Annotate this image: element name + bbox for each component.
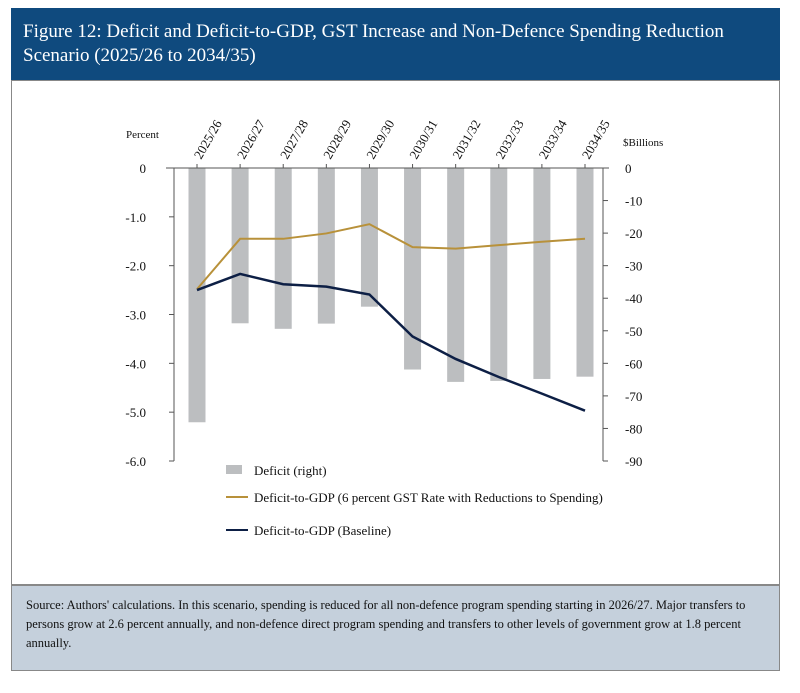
chart-panel: 0 -1.0 -2.0 -3.0 -4.0 -5.0 -6.0 0 -10 -20 -30 -40 -5… xyxy=(11,80,780,585)
x-tick-label: 2030/31 xyxy=(406,117,440,161)
right-tick-label: -50 xyxy=(625,324,642,339)
legend-label-deficit: Deficit (right) xyxy=(254,463,327,478)
left-tick-label: -6.0 xyxy=(125,454,146,469)
right-tick-label: -30 xyxy=(625,259,642,274)
x-tick-label: 2031/32 xyxy=(449,117,483,161)
left-tick-label: -5.0 xyxy=(125,405,146,420)
left-tick-label: -2.0 xyxy=(125,259,146,274)
right-tick-label: -80 xyxy=(625,421,642,436)
right-tick-label: -90 xyxy=(625,454,642,469)
chart: 0 -1.0 -2.0 -3.0 -4.0 -5.0 -6.0 0 -10 -20 -30 -40 -5… xyxy=(125,117,663,538)
left-tick-label: -3.0 xyxy=(125,308,146,323)
legend-label-gst-scenario: Deficit-to-GDP (6 percent GST Rate with … xyxy=(254,490,603,505)
bar-deficit-2025/26 xyxy=(188,168,206,423)
bar-deficit-2031/32 xyxy=(447,168,465,382)
legend-label-baseline: Deficit-to-GDP (Baseline) xyxy=(254,523,391,538)
x-tick-label: 2025/26 xyxy=(191,117,226,162)
bar-deficit-2033/34 xyxy=(533,168,551,379)
left-tick-label: -1.0 xyxy=(125,210,146,225)
x-tick-label: 2032/33 xyxy=(492,117,526,161)
bar-deficit-2034/35 xyxy=(576,168,594,377)
right-tick-label: -20 xyxy=(625,226,642,241)
left-axis-title: Percent xyxy=(126,129,159,141)
x-tick-label: 2033/34 xyxy=(535,117,570,162)
x-tick-label: 2028/29 xyxy=(320,117,354,161)
bar-deficit-2026/27 xyxy=(231,168,249,324)
figure-title: Figure 12: Deficit and Deficit-to-GDP, G… xyxy=(11,8,780,80)
line-gst-scenario xyxy=(196,223,586,290)
x-tick-label: 2027/28 xyxy=(277,117,311,161)
bar-deficit-2032/33 xyxy=(490,168,508,381)
right-tick-label: 0 xyxy=(625,161,632,176)
right-axis-title: $Billions xyxy=(623,137,663,149)
right-tick-label: -10 xyxy=(625,194,642,209)
x-tick-label: 2034/35 xyxy=(579,117,613,161)
right-tick-label: -60 xyxy=(625,356,642,371)
right-tick-label: -70 xyxy=(625,389,642,404)
bar-deficit-2030/31 xyxy=(404,168,422,370)
bar-deficit-2028/29 xyxy=(317,168,335,324)
bar-deficit-2027/28 xyxy=(274,168,292,329)
right-tick-label: -40 xyxy=(625,291,642,306)
x-tick-label: 2029/30 xyxy=(363,117,397,161)
left-tick-label: 0 xyxy=(140,161,147,176)
bar-deficit-2029/30 xyxy=(360,168,378,307)
x-tick-label: 2026/27 xyxy=(234,117,269,162)
source-note: Source: Authors' calculations. In this s… xyxy=(11,585,780,671)
line-baseline xyxy=(196,272,586,412)
legend-swatch-deficit xyxy=(226,465,242,474)
left-tick-label: -4.0 xyxy=(125,356,146,371)
